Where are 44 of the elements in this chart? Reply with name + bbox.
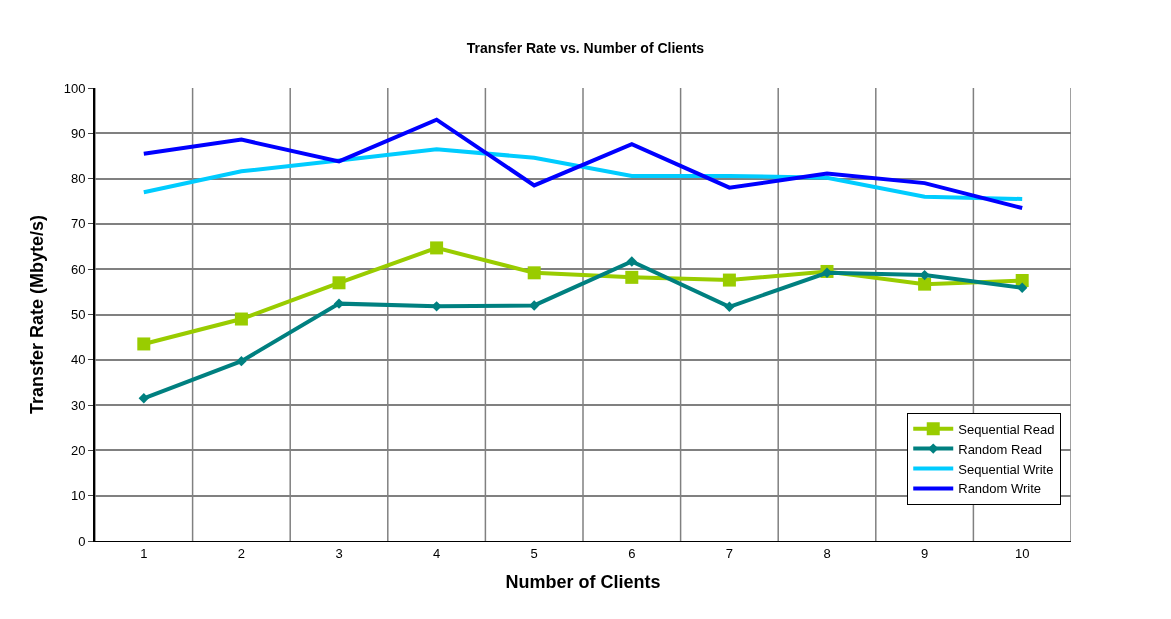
point xyxy=(138,393,149,404)
point xyxy=(918,277,932,291)
x-tick-label: 5 xyxy=(530,545,538,561)
x-tick-label: 6 xyxy=(628,545,636,561)
point xyxy=(527,266,541,280)
line-series xyxy=(141,147,1025,201)
point xyxy=(236,355,247,367)
x-tick-label: 1 xyxy=(140,545,148,561)
y-tick-label: 60 xyxy=(70,261,86,277)
point xyxy=(137,337,151,351)
y-tick-label: 30 xyxy=(70,397,86,413)
point xyxy=(625,270,639,284)
x-axis-title: Number of Clients xyxy=(505,571,661,592)
point xyxy=(529,300,540,311)
point xyxy=(332,276,346,290)
y-tick-label: 10 xyxy=(70,488,86,504)
y-axis-title: Transfer Rate (Mbyte/s) xyxy=(27,214,48,415)
x-tick-label: 9 xyxy=(920,545,929,561)
point xyxy=(722,273,736,287)
y-tick-label: 40 xyxy=(70,352,86,368)
x-tick-label: 10 xyxy=(1014,545,1030,561)
y-tick-label: 70 xyxy=(70,216,86,232)
y-tick-label: 20 xyxy=(70,442,86,458)
point xyxy=(626,256,637,267)
point xyxy=(430,241,444,255)
legend-label: Sequential Read xyxy=(958,421,1055,437)
chart-title: Transfer Rate vs. Number of Clients xyxy=(466,40,705,57)
legend-label: Random Read xyxy=(958,441,1043,457)
point xyxy=(724,301,735,312)
x-tick-label: 8 xyxy=(823,545,831,561)
x-tick-label: 2 xyxy=(237,545,246,561)
y-tick-label: 50 xyxy=(70,307,86,323)
x-tick-label: 4 xyxy=(432,545,441,561)
y-tick-label: 0 xyxy=(78,533,86,549)
line-series xyxy=(141,117,1025,211)
point xyxy=(234,312,248,326)
y-tick-label: 80 xyxy=(70,171,86,187)
y-tick-label: 100 xyxy=(63,80,86,96)
legend-label: Random Write xyxy=(958,481,1042,497)
x-tick-label: 3 xyxy=(335,545,343,561)
x-tick-label: 7 xyxy=(725,545,734,561)
point xyxy=(1017,282,1028,293)
legend-label: Sequential Write xyxy=(958,461,1054,477)
y-tick-label: 90 xyxy=(70,125,86,141)
